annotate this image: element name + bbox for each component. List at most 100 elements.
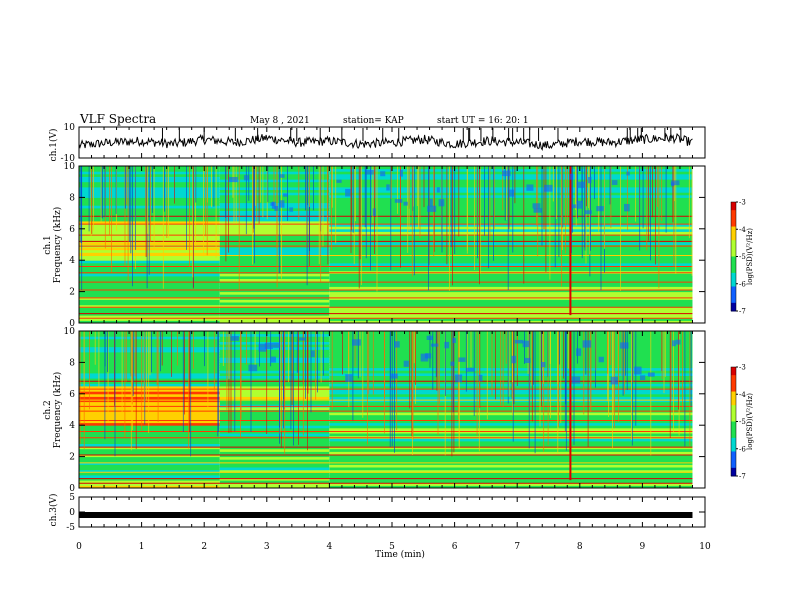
ch1-spec-cell	[219, 210, 330, 214]
ch2-spec-cell	[219, 385, 330, 389]
colorbar-cell	[731, 253, 736, 257]
ch1-spectrogram-panel: 0 2 4 6 8 10	[64, 162, 706, 329]
ch1-spec-cell	[219, 247, 330, 251]
ch2-spec-cell	[329, 372, 693, 376]
ch2-spec-cell	[79, 393, 220, 397]
ch2-spec-cell	[329, 383, 693, 387]
colorbar-cell	[731, 367, 736, 371]
ch1-spec-cell	[219, 289, 330, 293]
ch1-spec-cell	[79, 302, 220, 306]
ch2-spec-weak-patch	[511, 355, 516, 364]
ch2-spec-cell	[79, 464, 220, 468]
colorbar-cell	[731, 281, 736, 285]
ch1-wave-ytick-label: -10	[61, 154, 76, 164]
ch1-spec-cell	[329, 166, 693, 170]
colorbar-cell	[731, 432, 736, 436]
ch2-spec-cell	[219, 435, 330, 439]
ch1-spec-cell	[79, 304, 220, 308]
ch1-spec-ytick-label: 8	[69, 193, 75, 203]
colorbar-cell	[731, 421, 736, 425]
ch1-spec-cell	[329, 320, 693, 324]
x-tick-label: 7	[514, 542, 520, 552]
ch1-spec-ytick-label: 4	[69, 256, 75, 266]
colorbar-cell	[731, 215, 736, 219]
ch1-spec-cell	[219, 315, 330, 319]
ch2-spec-cell	[79, 427, 220, 431]
colorbar-label: log(PSD)(V²/Hz)	[746, 393, 754, 450]
x-tick-label: 3	[264, 542, 270, 552]
ch2-spec-cell	[329, 422, 693, 426]
ch2-spec-cell	[329, 420, 693, 424]
ch1-spec-weak-patch	[611, 180, 618, 185]
ch2-spec-weak-patch	[522, 340, 530, 348]
colorbar-tick-label: -4	[739, 391, 746, 399]
ch1-spec-weak-patch	[532, 203, 541, 209]
ch2-spec-cell	[219, 427, 330, 431]
ch2-spec-weak-patch	[452, 337, 456, 344]
ch1-spec-cell	[219, 231, 330, 235]
ch1-spec-cell	[79, 315, 220, 319]
ch1-spec-cell	[329, 168, 693, 172]
ch2-spec-weak-patch	[270, 356, 276, 363]
ch1-spec-weak-patch	[279, 200, 285, 208]
colorbar-cell	[731, 391, 736, 395]
colorbar-cell	[731, 465, 736, 469]
ch1-spec-weak-patch	[403, 201, 408, 206]
ch2-spec-cell	[79, 438, 220, 442]
colorbar-cell	[731, 451, 736, 455]
ch2-spec-cell	[329, 467, 693, 471]
ch1-spec-cell	[329, 294, 693, 298]
ch1-spec-cell	[219, 223, 330, 227]
ch2-spec-cell	[329, 451, 693, 455]
ch2-spec-ytick-label: 2	[69, 453, 75, 463]
colorbar-tick-label: -3	[739, 199, 746, 207]
ch2-spec-cell	[329, 380, 693, 384]
ch1-spec-cell	[219, 197, 330, 201]
ch2-spec-weak-patch	[675, 339, 681, 345]
colorbar-cell	[731, 426, 736, 431]
ch1-spec-cell	[219, 320, 330, 324]
ch2-spec-weak-patch	[403, 360, 409, 367]
ch2-spec-cell	[329, 375, 693, 379]
ch1-spec-cell	[219, 213, 330, 217]
ch1-spec-cell	[329, 309, 693, 313]
ch2-spec-cell	[329, 341, 693, 345]
ch2-spec-cell	[329, 396, 693, 400]
ch1-spec-cell	[329, 184, 693, 188]
ch1-spec-cell	[219, 255, 330, 259]
ch2-spec-cell	[219, 336, 330, 340]
ch2-spec-cell	[219, 433, 330, 437]
ch2-spec-cell	[79, 440, 220, 444]
start-time-label: start UT = 16: 20: 1	[437, 116, 529, 126]
ch2-spec-cell	[79, 469, 220, 473]
ch1-spec-weak-patch	[533, 208, 542, 213]
colorbar-cell	[731, 437, 736, 442]
ch2-spec-cell	[329, 367, 693, 371]
ch1-spec-ytick-label: 10	[64, 162, 76, 172]
ch2-spec-cell	[219, 412, 330, 416]
ch1-spec-cell	[219, 166, 330, 170]
ch2-spec-cell	[329, 469, 693, 473]
ch2-spec-cell	[219, 401, 330, 405]
ch2-spec-weak-patch	[634, 366, 642, 375]
ch2-spec-cell	[219, 456, 330, 460]
ch2-spec-cell	[79, 378, 220, 382]
ch1-spec-cell	[329, 273, 693, 277]
ch2-spec-weak-patch	[431, 343, 439, 347]
ch2-spec-cell	[219, 474, 330, 478]
ch1-spec-cell	[329, 275, 693, 279]
ch1-spec-weak-patch	[271, 201, 276, 209]
ch1-spec-weak-patch	[584, 210, 592, 215]
colorbar-cell	[731, 377, 736, 382]
ch2-spec-cell	[219, 451, 330, 455]
ch1-spec-cell	[329, 171, 693, 175]
ch2-spec-cell	[329, 412, 693, 416]
ch1-spec-weak-patch	[576, 200, 583, 209]
ch2-spec-cell	[329, 414, 693, 418]
ch2-spec-cell	[329, 485, 693, 489]
ch1-spec-cell	[329, 231, 693, 235]
ch1-spec-cell	[329, 207, 693, 211]
ch2-spec-cell	[219, 388, 330, 392]
ch2-spec-cell	[219, 383, 330, 387]
ch1-spec-cell	[329, 205, 693, 209]
